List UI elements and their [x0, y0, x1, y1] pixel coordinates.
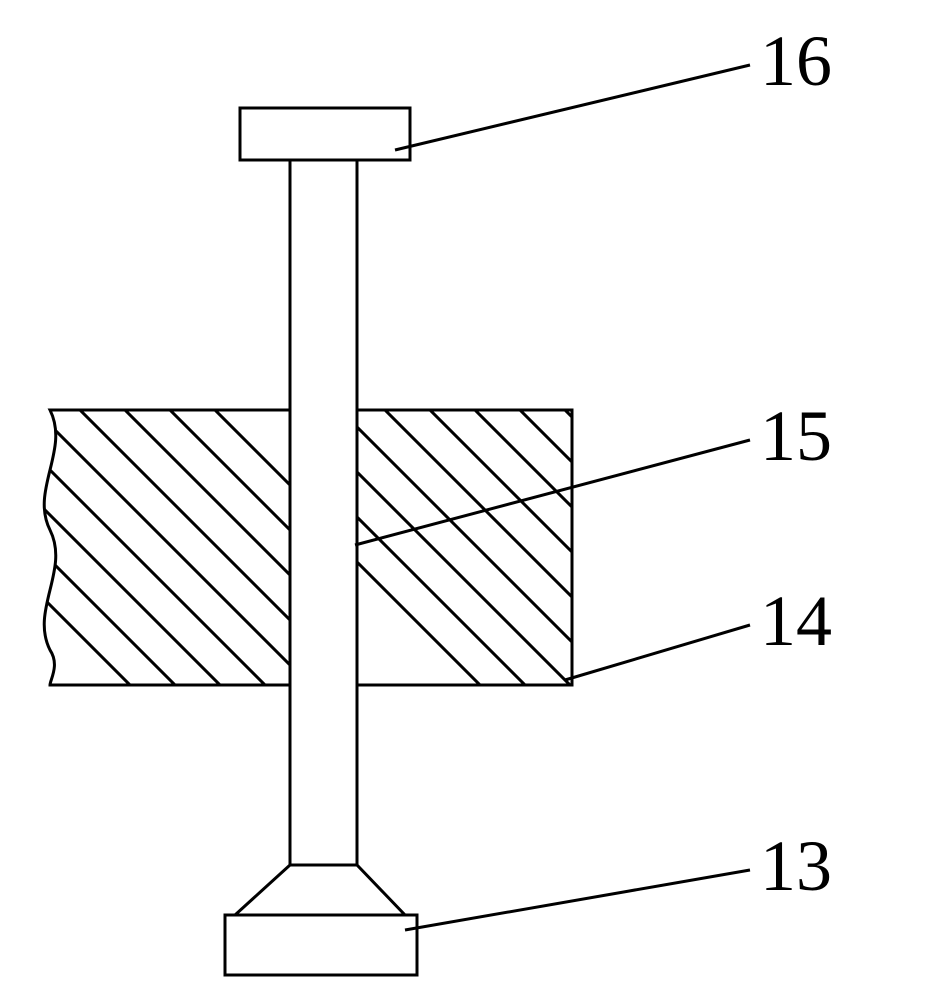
leader-14 [565, 625, 750, 680]
top-cap [240, 108, 410, 160]
label-14: 14 [760, 580, 832, 663]
leader-13 [405, 870, 750, 930]
label-13: 13 [760, 825, 832, 908]
leader-16 [395, 65, 750, 150]
bottom-cap [225, 915, 417, 975]
label-16: 16 [760, 20, 832, 103]
label-15: 15 [760, 395, 832, 478]
leader-15 [355, 440, 750, 545]
shaft [290, 160, 357, 865]
cone-section [235, 865, 405, 915]
